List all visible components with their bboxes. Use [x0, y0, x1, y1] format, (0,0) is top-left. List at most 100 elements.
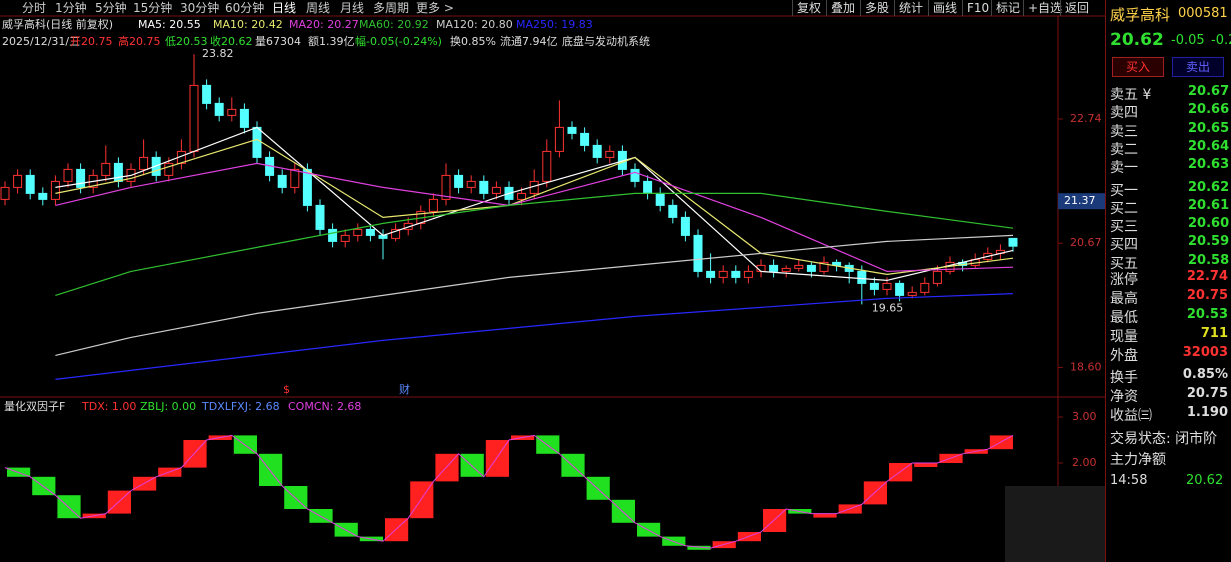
ma-line	[55, 293, 1014, 380]
candle-body	[252, 126, 262, 158]
quote-field: 收20.62	[210, 34, 253, 48]
book-price: 20.60	[1188, 216, 1230, 232]
quote-field: 高20.75	[118, 34, 161, 48]
quote-field: 流通7.94亿	[500, 34, 558, 48]
toolbar-button[interactable]: 返回	[1060, 0, 1093, 16]
cursor-price: 21.37	[1064, 194, 1096, 207]
cursor-price-box	[1058, 193, 1105, 210]
stat-label: 现量	[1110, 329, 1138, 345]
period-tab[interactable]: 5分钟	[95, 1, 127, 15]
candle-body	[567, 126, 577, 134]
tick-time: 14:58	[1110, 473, 1148, 488]
period-tab[interactable]: 1分钟	[55, 1, 87, 15]
candle-body	[920, 282, 930, 293]
stock-code: 000581	[1178, 6, 1228, 21]
period-tab[interactable]: 分时	[22, 1, 47, 15]
candle-body	[907, 291, 917, 296]
candle-body	[328, 228, 338, 242]
indicator-param: COMCN: 2.68	[288, 400, 361, 413]
period-tab[interactable]: 多周期	[373, 1, 410, 15]
candle-body	[13, 174, 23, 188]
candle-body	[743, 270, 753, 278]
indicator-bar	[687, 545, 711, 550]
toolbar-button[interactable]: 叠加	[826, 0, 859, 16]
candle-body	[466, 180, 476, 188]
ma-line	[55, 138, 1014, 276]
toolbar-button[interactable]: 复权	[792, 0, 825, 16]
video-thumbnail	[1005, 486, 1105, 562]
candle-body	[1008, 237, 1018, 247]
toolbar-button[interactable]: 画线	[928, 0, 961, 16]
stock-title: 威孚高科(日线 前复权)	[2, 17, 113, 31]
stat-value: 20.75	[1186, 386, 1228, 401]
book-price: 20.61	[1188, 197, 1230, 213]
toolbar-button[interactable]: +自选	[1023, 0, 1066, 16]
candle-body	[668, 204, 678, 218]
candle-body	[365, 228, 375, 236]
period-tab[interactable]: 15分钟	[133, 1, 173, 15]
ma-value: MA250: 19.83	[516, 18, 593, 31]
tick-price: 20.62	[1186, 473, 1224, 488]
buy-button[interactable]: 买入	[1112, 57, 1164, 77]
toolbar-button[interactable]: 标记	[991, 0, 1024, 16]
stat-value: 711	[1200, 326, 1228, 341]
book-label: 卖二	[1110, 141, 1138, 158]
quote-field: 开20.75	[70, 35, 113, 48]
candle-body	[353, 228, 363, 236]
candle-body	[441, 174, 451, 200]
toolbar-button[interactable]: F10	[962, 0, 993, 16]
price-change: -0.05	[1171, 33, 1205, 48]
y-tick-label: 20.67	[1070, 236, 1102, 249]
period-tab[interactable]: 周线	[306, 1, 331, 15]
candle-body	[895, 282, 905, 296]
low-label: 19.65	[872, 301, 904, 314]
book-label: 买四	[1110, 237, 1138, 254]
book-price: 20.63	[1188, 157, 1230, 173]
period-tab[interactable]: 60分钟	[225, 1, 265, 15]
candle-body	[731, 270, 741, 278]
period-tab[interactable]: 更多 >	[416, 1, 454, 15]
stat-value: 22.74	[1186, 269, 1228, 284]
period-tab[interactable]: 日线	[272, 1, 297, 15]
candle-body	[239, 108, 249, 128]
candle-body	[718, 270, 728, 278]
toolbar-button[interactable]: 统计	[894, 0, 927, 16]
candle-body	[794, 264, 804, 269]
last-price: 20.62	[1110, 30, 1164, 50]
price-pct: -0.2	[1211, 33, 1231, 48]
candle-body	[113, 162, 123, 182]
y-tick-label: 2.00	[1072, 456, 1097, 469]
ma-value: MA20: 20.27	[289, 18, 359, 31]
candle-body	[0, 186, 10, 200]
candle-body	[882, 282, 892, 290]
sell-button[interactable]: 卖出	[1172, 57, 1224, 77]
book-price: 20.64	[1188, 138, 1230, 154]
toolbar-button[interactable]: 多股	[860, 0, 893, 16]
event-marker: $	[283, 383, 290, 396]
event-marker: 财	[399, 382, 410, 396]
stat-label: 涨停	[1110, 272, 1138, 288]
ma-line	[55, 126, 1014, 282]
indicator-line	[4, 434, 1014, 549]
candle-body	[517, 192, 527, 200]
candle-body	[643, 180, 653, 194]
stat-value: 1.190	[1186, 405, 1228, 420]
stat-label: 收益㈢	[1110, 408, 1152, 424]
candle-body	[76, 168, 86, 188]
candle-body	[706, 270, 716, 278]
candle-body	[454, 174, 464, 188]
indicator-bar	[914, 463, 938, 467]
candle-body	[869, 282, 879, 290]
indicator-param: TDXLFXJ: 2.68	[201, 400, 280, 413]
ma-value: MA10: 20.42	[213, 18, 283, 31]
stat-label: 外盘	[1110, 348, 1138, 364]
stat-label: 最高	[1110, 291, 1138, 307]
quote-field: 额1.39亿	[308, 35, 355, 48]
chart: 威孚高科(日线 前复权) 量化双因子F MA5: 20.55 MA10: 20.4…	[0, 15, 1105, 562]
ma-value: MA60: 20.92	[359, 18, 429, 31]
period-tab[interactable]: 月线	[340, 1, 365, 15]
candle-body	[491, 186, 501, 194]
candle-body	[605, 150, 615, 158]
period-tab[interactable]: 30分钟	[180, 1, 220, 15]
book-label: 卖一	[1110, 160, 1138, 177]
